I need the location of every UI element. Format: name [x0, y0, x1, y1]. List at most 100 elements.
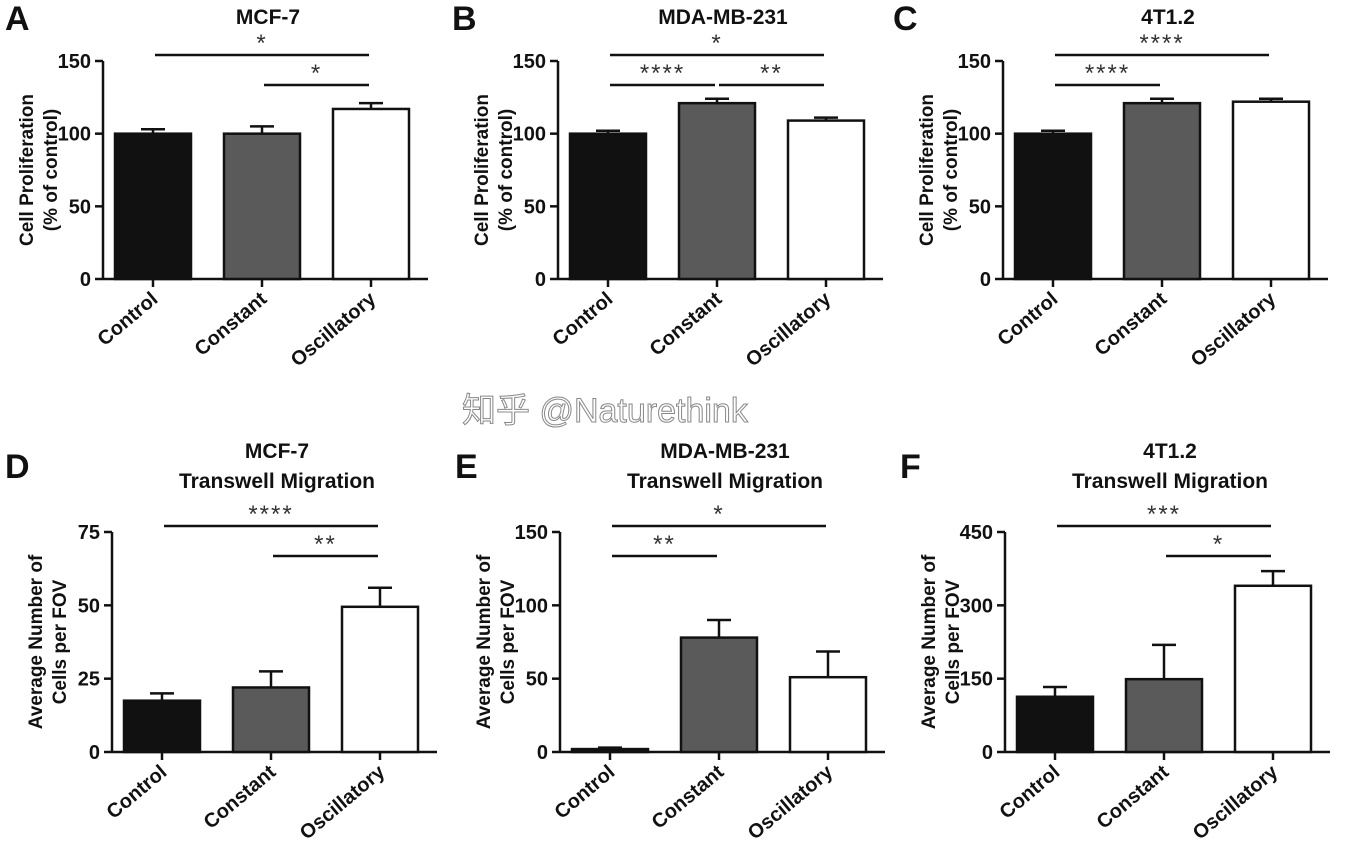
panel-title: MCF-7 [236, 6, 300, 29]
bar-oscillatory [331, 107, 411, 281]
x-tick-label: Constant [648, 761, 729, 834]
y-tick-label: 100 [958, 124, 991, 146]
y-axis-label: (% of control) [941, 109, 962, 231]
y-axis-label: Cell Proliferation [917, 94, 938, 246]
y-tick-label: 100 [515, 595, 548, 617]
x-tick-label: Constant [1093, 761, 1174, 834]
y-tick-label: 50 [78, 595, 100, 617]
significance-label: ** [760, 60, 783, 87]
panel-letter: D [5, 448, 30, 486]
y-tick-label: 50 [969, 196, 991, 218]
y-tick-label: 150 [513, 51, 546, 73]
y-axis-label: Cell Proliferation [17, 94, 38, 246]
panel-title: MDA-MB-231 [660, 440, 790, 463]
significance-label: * [711, 30, 722, 57]
bar-control [570, 747, 650, 754]
panel-letter: E [455, 448, 478, 486]
bar-control [122, 699, 202, 754]
watermark: 知乎 @Naturethink [462, 392, 749, 430]
x-tick-label: Control [551, 761, 620, 824]
y-axis-label: (% of control) [496, 109, 517, 231]
y-axis-label: Cells per FOV [50, 579, 71, 704]
x-tick-label: Oscillatory [744, 760, 838, 844]
y-axis-label: Cells per FOV [943, 579, 964, 704]
significance-label: * [1213, 531, 1224, 558]
y-tick-label: 150 [515, 522, 548, 544]
y-tick-label: 50 [524, 196, 546, 218]
significance-label: ** [653, 531, 676, 558]
x-tick-label: Control [103, 761, 172, 824]
panel-f: F 4T1.2 Transwell Migration Average Number … [900, 440, 1330, 844]
panel-title: Transwell Migration [1072, 470, 1268, 493]
x-tick-label: Constant [646, 288, 727, 361]
y-tick-label: 0 [537, 742, 548, 764]
y-tick-label: 150 [958, 51, 991, 73]
x-tick-label: Constant [191, 288, 272, 361]
panel-letter: C [893, 0, 918, 38]
bar-constant [677, 101, 757, 281]
panel-title: MDA-MB-231 [658, 6, 788, 29]
x-tick-label: Oscillatory [296, 760, 390, 844]
panel-b: B MDA-MB-231 Cell Proliferation (% of contr… [452, 0, 883, 371]
x-tick-label: Oscillatory [287, 287, 381, 371]
bar-oscillatory [788, 675, 868, 754]
panel-a: A MCF-7 Cell Proliferation (% of control) 0 5… [5, 0, 428, 371]
panel-title: MCF-7 [245, 440, 309, 463]
y-axis-label: Cells per FOV [498, 579, 519, 704]
panel-letter: B [452, 0, 477, 38]
x-tick-label: Oscillatory [1189, 760, 1283, 844]
bar-control [1015, 695, 1095, 754]
x-tick-label: Control [94, 288, 163, 351]
x-tick-label: Control [549, 288, 618, 351]
y-tick-label: 0 [980, 269, 991, 291]
x-tick-label: Oscillatory [742, 287, 836, 371]
panel-title: Transwell Migration [179, 470, 375, 493]
bar-oscillatory [1233, 584, 1313, 754]
panel-letter: A [5, 0, 30, 38]
y-axis-label: Average Number of [26, 554, 47, 729]
bar-oscillatory [340, 605, 420, 754]
panel-title: Transwell Migration [627, 470, 823, 493]
x-tick-label: Constant [200, 761, 281, 834]
y-tick-label: 0 [535, 269, 546, 291]
y-axis-label: Average Number of [919, 554, 940, 729]
bar-constant [1124, 677, 1204, 754]
significance-label: * [256, 30, 267, 57]
y-tick-label: 100 [513, 124, 546, 146]
significance-label: * [311, 60, 322, 87]
panel-letter: F [900, 448, 921, 486]
bar-control [568, 132, 648, 281]
significance-label: **** [640, 60, 685, 87]
significance-label: **** [1139, 30, 1184, 57]
bar-constant [231, 686, 311, 754]
panel-c: C 4T1.2 Cell Proliferation (% of control) 0 5… [893, 0, 1328, 371]
y-tick-label: 75 [78, 522, 100, 544]
significance-label: **** [1085, 60, 1130, 87]
panel-e: E MDA-MB-231 Transwell Migration Average Nu… [455, 440, 885, 844]
x-tick-label: Control [996, 761, 1065, 824]
bar-constant [1122, 101, 1202, 281]
y-tick-label: 150 [960, 669, 993, 691]
y-axis-label: (% of control) [41, 109, 62, 231]
bar-constant [222, 132, 302, 281]
significance-label: **** [248, 501, 293, 528]
x-tick-label: Constant [1091, 288, 1172, 361]
y-tick-label: 150 [58, 51, 91, 73]
bar-control [113, 132, 193, 281]
y-tick-label: 450 [960, 522, 993, 544]
significance-label: * [713, 501, 724, 528]
bar-constant [679, 636, 759, 754]
y-tick-label: 0 [89, 742, 100, 764]
y-axis-label: Cell Proliferation [472, 94, 493, 246]
bar-control [1013, 132, 1093, 281]
y-tick-label: 25 [78, 669, 100, 691]
y-axis-label: Average Number of [474, 554, 495, 729]
panel-title: 4T1.2 [1141, 6, 1195, 29]
y-tick-label: 50 [69, 196, 91, 218]
panel-title: 4T1.2 [1143, 440, 1197, 463]
significance-label: *** [1147, 501, 1181, 528]
x-tick-label: Control [994, 288, 1063, 351]
y-tick-label: 300 [960, 595, 993, 617]
bar-oscillatory [1231, 100, 1311, 281]
